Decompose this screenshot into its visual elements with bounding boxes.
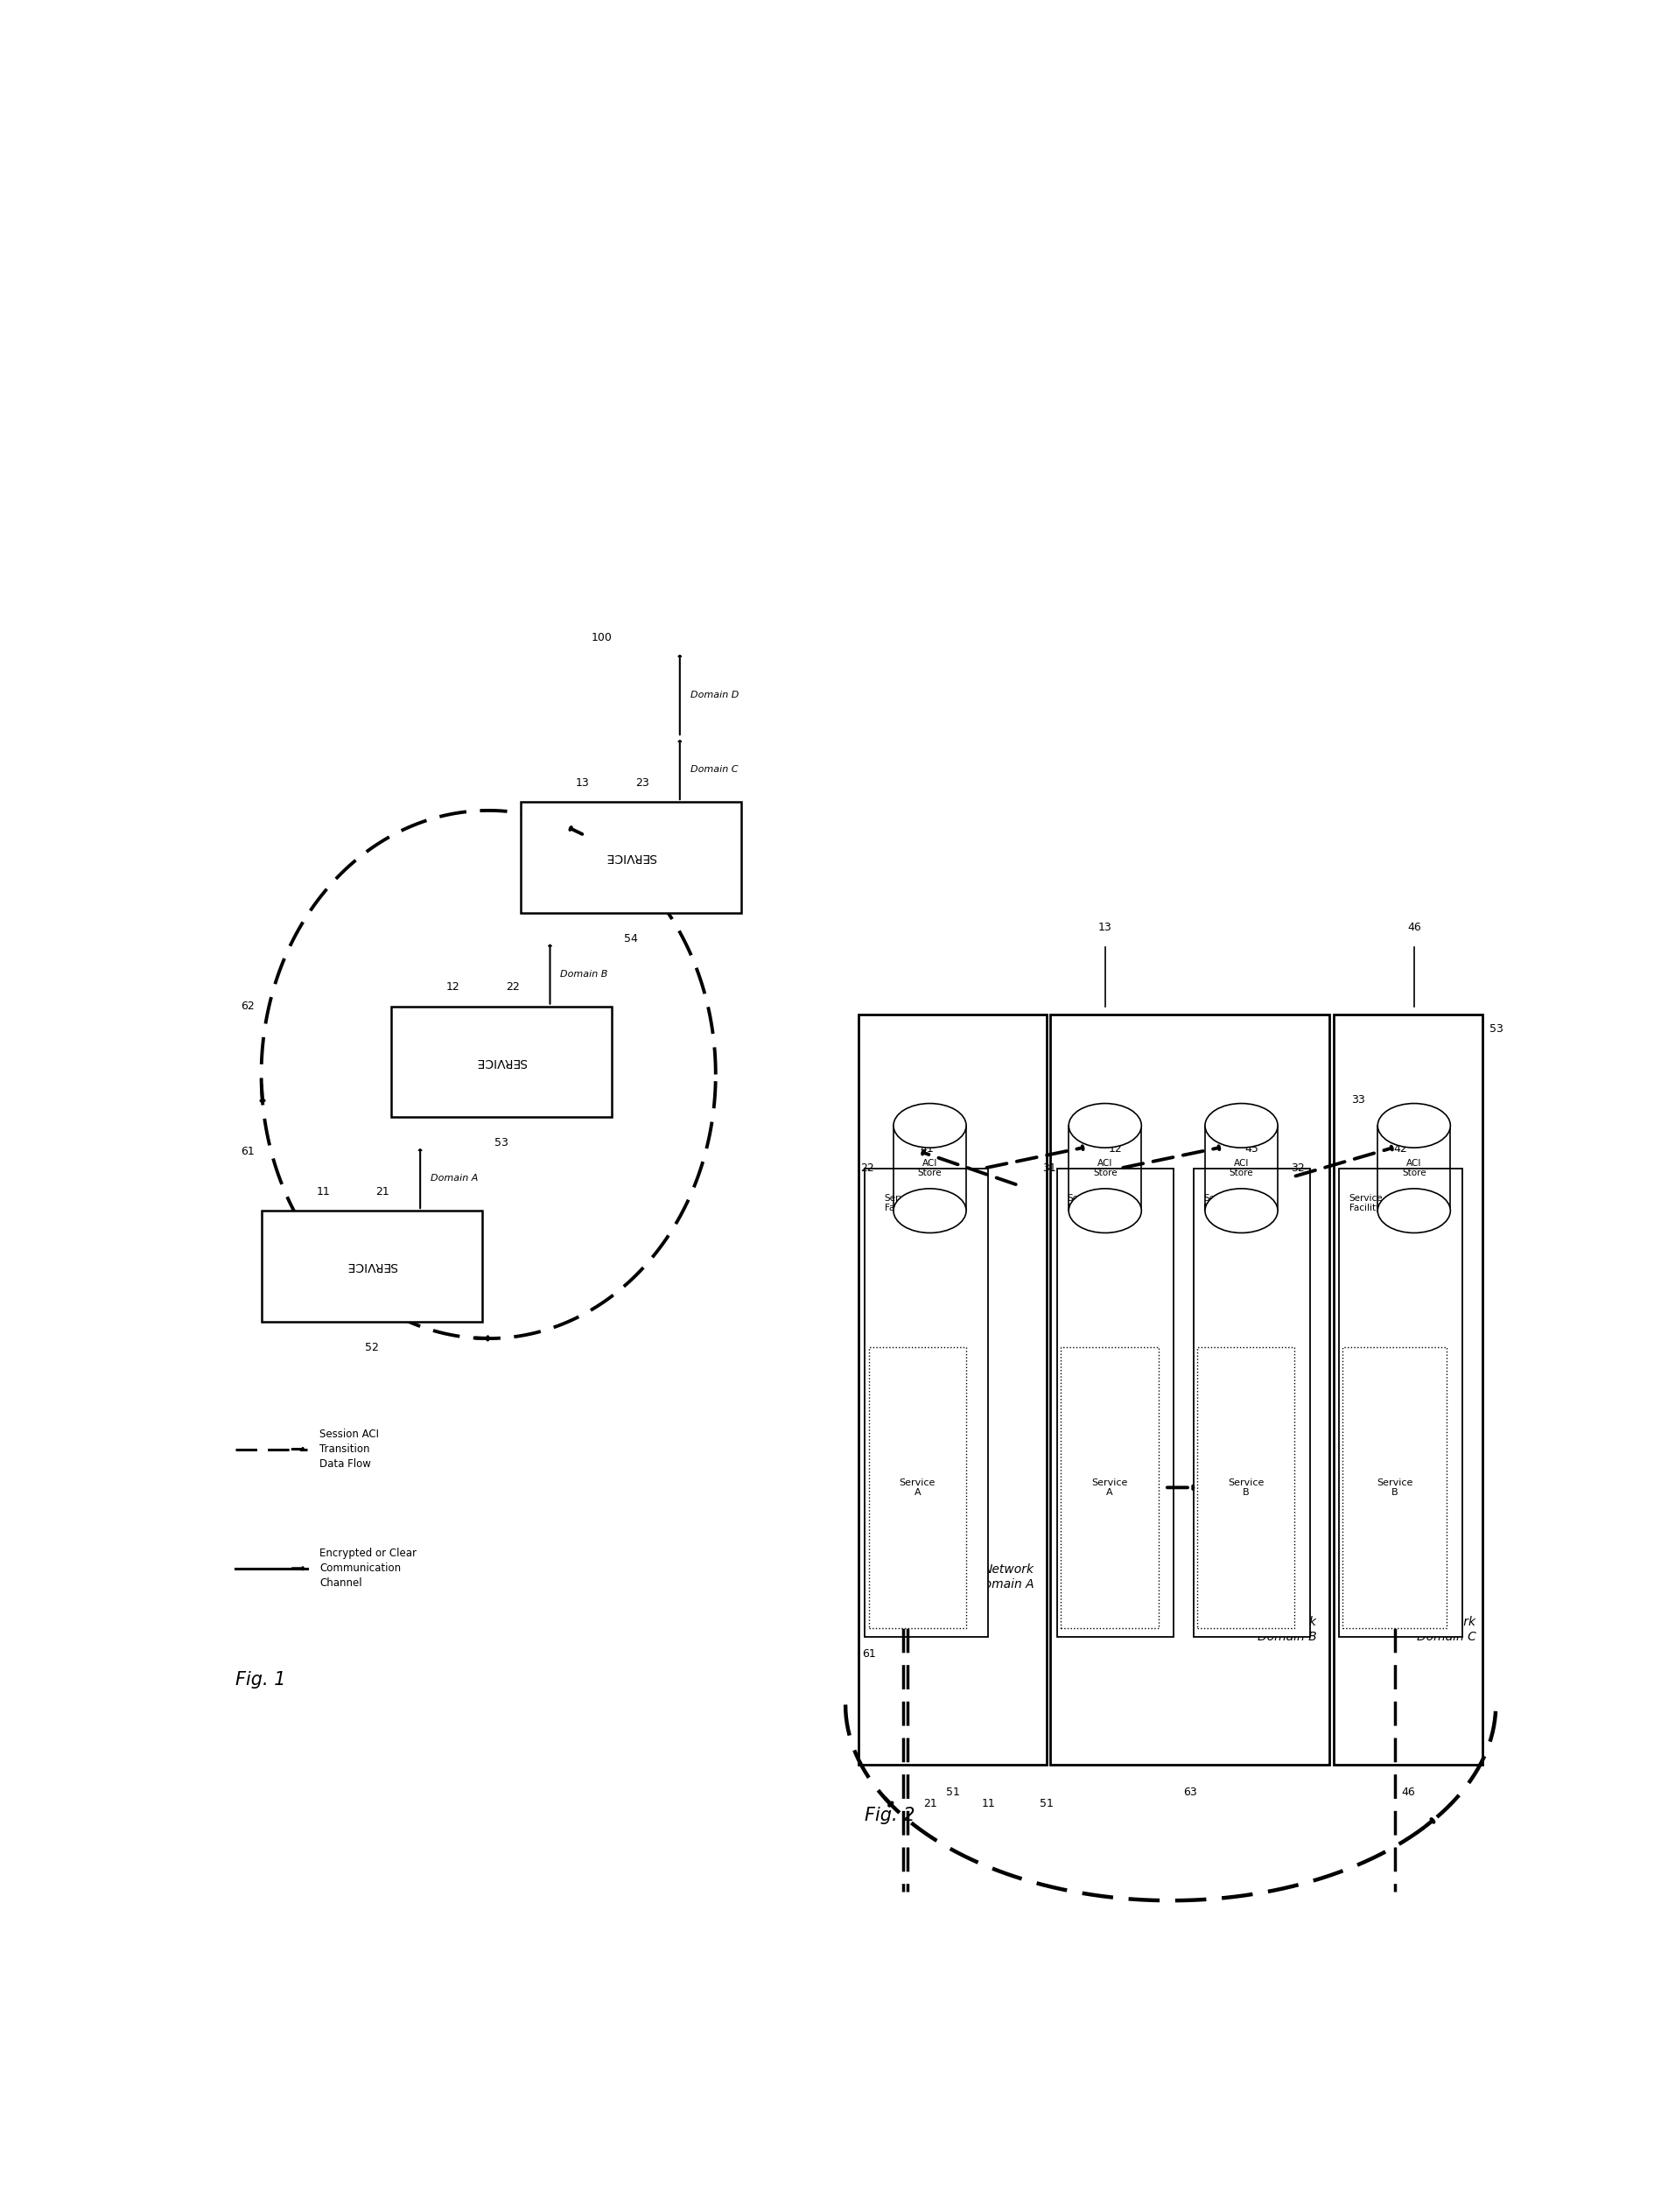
Text: Network
Domain A: Network Domain A: [975, 1564, 1033, 1590]
Text: Service
Facility: Service Facility: [1067, 1194, 1100, 1212]
Text: 64: 64: [1337, 1024, 1350, 1035]
Text: 51: 51: [946, 1787, 960, 1798]
Text: 62: 62: [241, 1000, 255, 1013]
Text: 32: 32: [1291, 1164, 1305, 1175]
Text: SERVICE: SERVICE: [347, 1261, 397, 1272]
Text: 23: 23: [635, 776, 650, 787]
Ellipse shape: [1204, 1104, 1278, 1148]
Text: 46: 46: [1407, 922, 1420, 933]
Text: Session ACI
Transition
Data Flow: Session ACI Transition Data Flow: [320, 1429, 379, 1469]
FancyBboxPatch shape: [1338, 1168, 1462, 1637]
Ellipse shape: [1069, 1188, 1141, 1232]
Text: 46: 46: [1402, 1787, 1415, 1798]
Text: 22: 22: [506, 982, 519, 993]
Text: ACI
Store: ACI Store: [1229, 1159, 1253, 1177]
Text: Service
B: Service B: [1377, 1478, 1412, 1498]
Text: 63: 63: [1183, 1787, 1198, 1798]
Text: 61: 61: [241, 1146, 255, 1157]
Text: Service
Facility: Service Facility: [1348, 1194, 1384, 1212]
FancyBboxPatch shape: [392, 1006, 611, 1117]
Text: 45: 45: [1245, 1144, 1258, 1155]
Text: 52: 52: [1054, 1024, 1067, 1035]
Ellipse shape: [1379, 1188, 1451, 1232]
Ellipse shape: [1379, 1104, 1451, 1148]
Text: 41: 41: [920, 1144, 933, 1155]
Text: Network
Domain C: Network Domain C: [1417, 1617, 1476, 1644]
Text: Service
Facility: Service Facility: [1204, 1194, 1238, 1212]
Text: 51: 51: [1040, 1798, 1054, 1809]
Text: 12: 12: [446, 982, 461, 993]
Text: 11: 11: [317, 1186, 330, 1197]
Ellipse shape: [1069, 1104, 1141, 1148]
Text: 13: 13: [1099, 922, 1112, 933]
FancyBboxPatch shape: [1060, 1347, 1159, 1628]
Text: Encrypted or Clear
Communication
Channel: Encrypted or Clear Communication Channel: [320, 1548, 417, 1588]
Text: 52: 52: [365, 1343, 379, 1354]
Text: ACI
Store: ACI Store: [918, 1159, 941, 1177]
Text: 21: 21: [375, 1186, 390, 1197]
Text: Domain B: Domain B: [561, 969, 608, 978]
FancyBboxPatch shape: [1050, 1015, 1330, 1765]
Text: 33: 33: [1352, 1095, 1365, 1106]
Text: Fig. 2: Fig. 2: [864, 1807, 915, 1825]
Text: 13: 13: [576, 776, 590, 787]
Text: SERVICE: SERVICE: [606, 852, 657, 863]
FancyBboxPatch shape: [1193, 1168, 1310, 1637]
FancyBboxPatch shape: [859, 1015, 1047, 1765]
Text: Service
Facility: Service Facility: [884, 1194, 918, 1212]
Text: 21: 21: [923, 1798, 936, 1809]
Text: ACI
Store: ACI Store: [1402, 1159, 1425, 1177]
FancyBboxPatch shape: [869, 1347, 966, 1628]
Text: 11: 11: [982, 1798, 995, 1809]
Text: Domain C: Domain C: [690, 765, 739, 774]
Text: 42: 42: [1394, 1144, 1407, 1155]
Text: 22: 22: [861, 1164, 874, 1175]
Text: 12: 12: [1109, 1144, 1122, 1155]
Ellipse shape: [1204, 1188, 1278, 1232]
Text: Network
Domain B: Network Domain B: [1258, 1617, 1317, 1644]
FancyBboxPatch shape: [1198, 1347, 1295, 1628]
Text: 54: 54: [625, 933, 638, 945]
Text: 53: 53: [1489, 1024, 1502, 1035]
Text: Domain A: Domain A: [430, 1175, 477, 1183]
FancyBboxPatch shape: [1333, 1015, 1482, 1765]
Text: Service
A: Service A: [899, 1478, 936, 1498]
Text: 31: 31: [1042, 1164, 1055, 1175]
Text: ACI
Store: ACI Store: [1094, 1159, 1117, 1177]
Text: Service
B: Service B: [1228, 1478, 1265, 1498]
Text: Fig. 1: Fig. 1: [236, 1670, 286, 1688]
FancyBboxPatch shape: [864, 1168, 988, 1637]
Text: 61: 61: [863, 1648, 876, 1659]
Text: 100: 100: [591, 633, 613, 644]
Ellipse shape: [893, 1104, 966, 1148]
Text: 53: 53: [494, 1137, 509, 1148]
Text: Service
A: Service A: [1092, 1478, 1127, 1498]
Ellipse shape: [893, 1188, 966, 1232]
Text: Domain D: Domain D: [690, 690, 739, 699]
FancyBboxPatch shape: [521, 803, 742, 914]
FancyBboxPatch shape: [1057, 1168, 1174, 1637]
FancyBboxPatch shape: [261, 1210, 482, 1321]
FancyBboxPatch shape: [1343, 1347, 1447, 1628]
Text: SERVICE: SERVICE: [476, 1055, 528, 1068]
